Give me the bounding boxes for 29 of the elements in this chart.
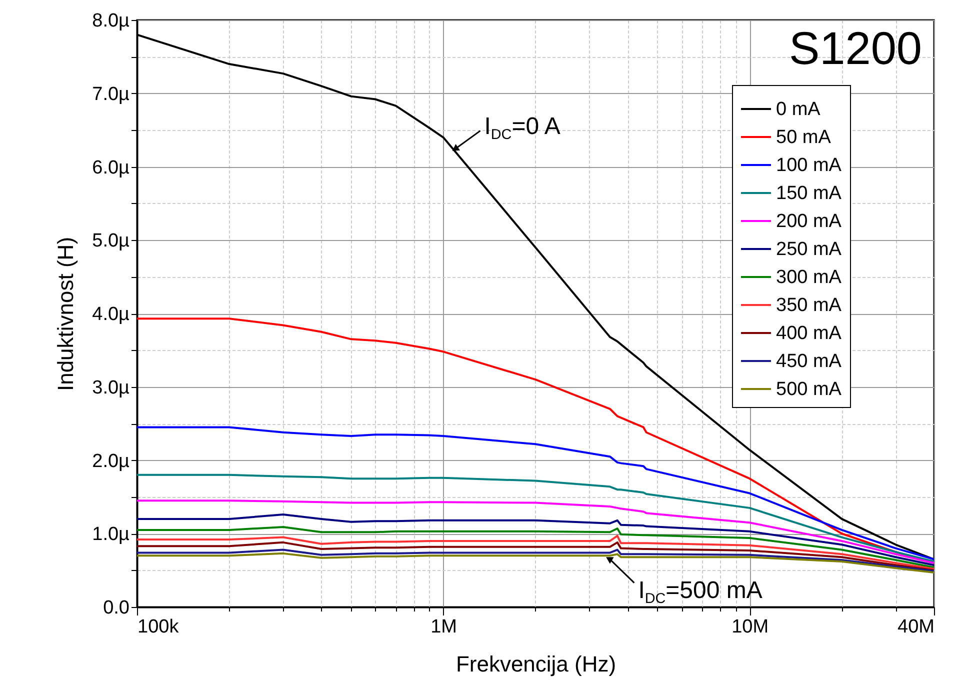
x-tick-label: 1M xyxy=(430,616,457,638)
legend-label: 50 mA xyxy=(776,127,832,148)
y-tick-label: 0.0 xyxy=(103,598,130,618)
annotation: S1200 xyxy=(788,22,922,74)
x-tick-label: 40M xyxy=(898,616,934,638)
legend-label: 100 mA xyxy=(776,155,842,176)
y-axis-title: Induktivnost (H) xyxy=(53,236,78,392)
y-tick-label: 1.0µ xyxy=(92,524,130,546)
legend-label: 350 mA xyxy=(776,295,842,316)
x-tick-label: 10M xyxy=(732,616,769,638)
y-tick-label: 3.0µ xyxy=(92,377,130,398)
legend-label: 200 mA xyxy=(776,211,842,232)
y-tick-label: 6.0µ xyxy=(92,157,130,178)
y-tick-label: 7.0µ xyxy=(92,84,130,105)
y-tick-label: 8.0µ xyxy=(92,10,130,32)
y-tick-label: 2.0µ xyxy=(92,450,130,472)
x-tick-label: 100k xyxy=(138,616,180,638)
annotation: I$_{DC}$=0 A xyxy=(484,112,560,143)
legend-label: 300 mA xyxy=(776,267,842,288)
legend-label: 450 mA xyxy=(776,351,842,372)
annotation: I$_{DC}$=500 mA xyxy=(638,576,762,607)
y-tick-label: 5.0µ xyxy=(92,230,130,252)
legend-label: 0 mA xyxy=(776,99,821,120)
legend-label: 250 mA xyxy=(776,239,842,260)
y-tick-label: 4.0µ xyxy=(92,304,130,325)
legend-label: 150 mA xyxy=(776,183,842,204)
legend-label: 400 mA xyxy=(776,323,842,344)
x-axis-title: Frekvencija (Hz) xyxy=(456,652,616,676)
legend-label: 500 mA xyxy=(776,379,842,400)
